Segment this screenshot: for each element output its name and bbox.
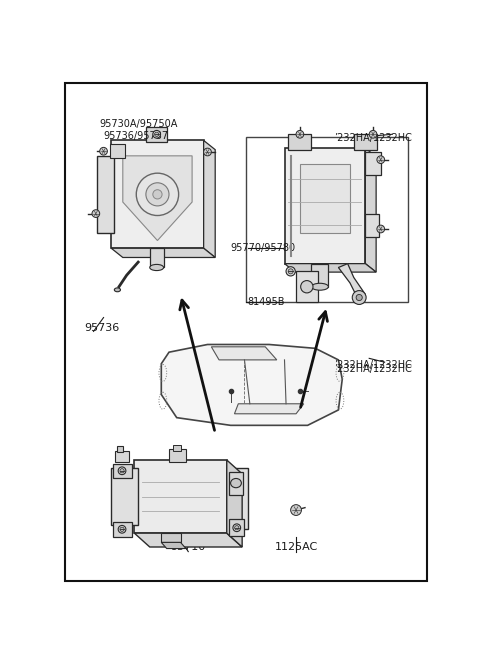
Circle shape [118, 467, 126, 474]
Ellipse shape [150, 264, 164, 271]
Polygon shape [338, 263, 365, 298]
Bar [354, 134, 377, 150]
Text: 95710: 95710 [170, 543, 206, 553]
Circle shape [118, 526, 126, 533]
Bar [227, 468, 248, 530]
Ellipse shape [230, 478, 241, 487]
Ellipse shape [153, 190, 162, 199]
Polygon shape [123, 156, 192, 240]
Bar [312, 263, 328, 286]
Text: 81495B: 81495B [248, 297, 285, 307]
Polygon shape [227, 460, 242, 547]
Circle shape [100, 147, 108, 155]
Circle shape [369, 131, 377, 138]
Text: ’232HA/1232HC: ’232HA/1232HC [334, 364, 411, 374]
Text: 95770/95780: 95770/95780 [230, 243, 296, 253]
Polygon shape [161, 543, 186, 549]
Text: 1125AC: 1125AC [275, 543, 318, 553]
Bar [117, 446, 123, 452]
Circle shape [92, 210, 100, 217]
Circle shape [291, 505, 301, 516]
Polygon shape [211, 347, 277, 360]
Circle shape [377, 156, 384, 164]
Bar [161, 533, 180, 543]
Circle shape [377, 225, 384, 233]
Bar [173, 445, 180, 451]
Circle shape [235, 526, 239, 530]
Circle shape [288, 269, 293, 274]
Bar [288, 134, 312, 150]
Bar [111, 141, 204, 248]
Circle shape [155, 132, 159, 137]
Text: ’232HA/1232HC: ’232HA/1232HC [334, 133, 411, 143]
Circle shape [356, 294, 362, 301]
Bar [113, 522, 132, 537]
Ellipse shape [146, 183, 169, 206]
Bar [285, 148, 365, 263]
Bar [229, 519, 244, 536]
Polygon shape [285, 263, 376, 272]
Bar [97, 156, 114, 233]
Circle shape [120, 527, 124, 532]
Bar [113, 464, 132, 478]
Bar [246, 137, 408, 302]
Text: ’232HA/1232HC: ’232HA/1232HC [334, 360, 411, 370]
Bar [146, 127, 168, 142]
Circle shape [352, 290, 366, 304]
Polygon shape [134, 533, 242, 547]
Text: 95736: 95736 [84, 323, 120, 333]
Circle shape [120, 468, 124, 473]
Ellipse shape [312, 283, 328, 290]
Polygon shape [161, 344, 342, 425]
Circle shape [233, 524, 240, 532]
Bar [134, 460, 227, 533]
Bar [169, 449, 186, 461]
Circle shape [153, 131, 160, 138]
Circle shape [204, 148, 211, 156]
Bar [111, 468, 138, 526]
Bar [110, 145, 125, 158]
Ellipse shape [114, 288, 120, 292]
Circle shape [286, 267, 295, 276]
Bar [300, 164, 350, 233]
Bar [365, 152, 381, 175]
Text: 95736/95737: 95736/95737 [104, 131, 168, 141]
Text: 95730A/95750A: 95730A/95750A [99, 119, 178, 129]
Bar [115, 451, 129, 461]
Polygon shape [365, 148, 376, 272]
Bar [229, 472, 243, 495]
Ellipse shape [136, 173, 179, 215]
Polygon shape [111, 248, 215, 258]
Bar [365, 214, 379, 237]
Bar [150, 248, 164, 267]
Circle shape [296, 131, 304, 138]
Bar [296, 271, 318, 302]
Polygon shape [234, 404, 304, 414]
Ellipse shape [300, 281, 313, 293]
Polygon shape [204, 141, 215, 258]
